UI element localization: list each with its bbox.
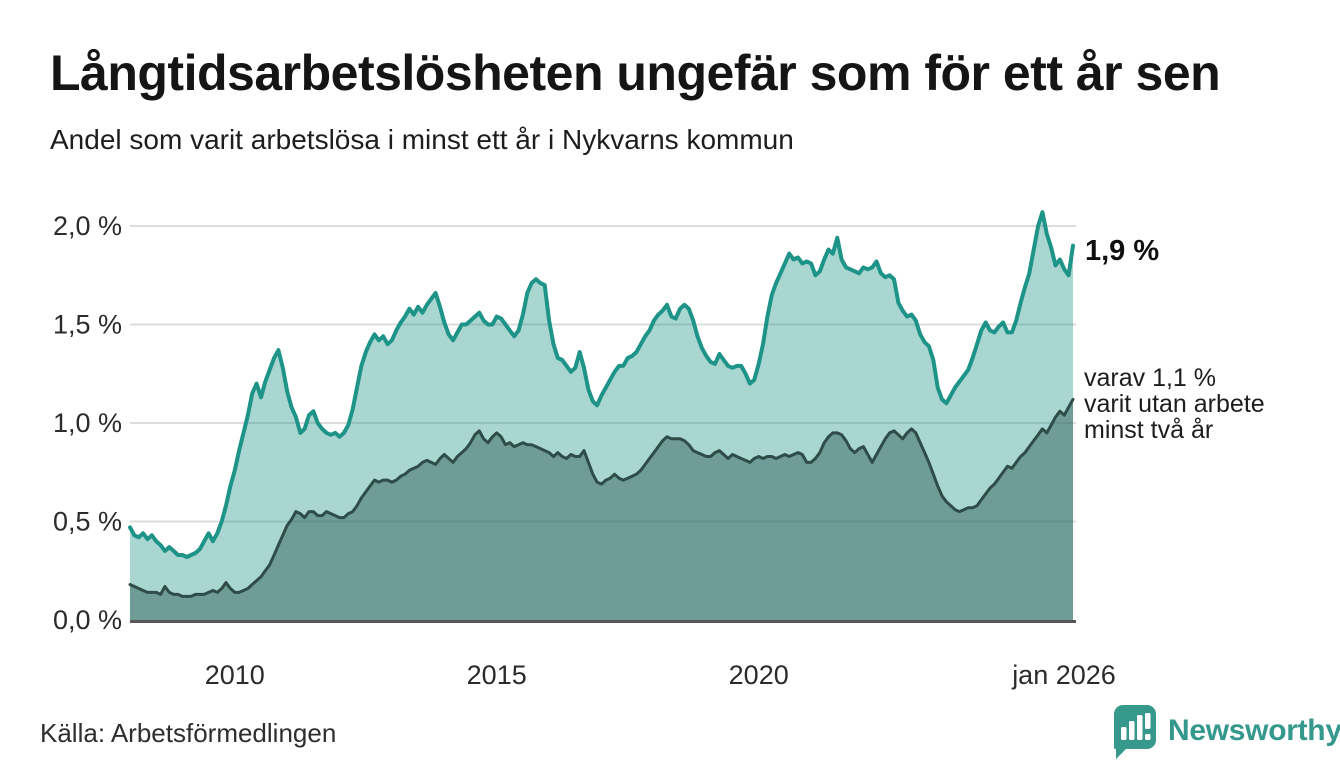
line-series-1 (128, 210, 1075, 559)
line-series-2 (128, 397, 1075, 598)
x-tick-label: 2015 (467, 660, 527, 690)
bar-1 (1121, 727, 1127, 740)
latest-value-annotation: 1,9 % (1085, 235, 1160, 267)
y-tick-label: 1,0 % (53, 408, 122, 438)
area-chart: 0,0 % 0,5 % 1,0 % 1,5 % 2,0 % 2010 2015 2020 jan… (53, 210, 1116, 690)
bar-2 (1129, 721, 1135, 740)
x-tick-label: 2010 (205, 660, 265, 690)
exclamation-bar (1145, 713, 1151, 729)
y-tick-label: 1,5 % (53, 310, 122, 340)
chart-title: Långtidsarbetslösheten ungefär som för e… (50, 45, 1221, 101)
chart-subtitle: Andel som varit arbetslösa i minst ett å… (50, 124, 794, 155)
y-tick-label: 2,0 % (53, 211, 122, 241)
brand-wordmark: Newsworthy (1168, 714, 1340, 747)
x-tick-label: 2020 (729, 660, 789, 690)
y-tick-label: 0,0 % (53, 605, 122, 635)
newsworthy-logo-icon (1114, 705, 1156, 759)
bar-3 (1137, 715, 1143, 740)
area-series-2 (130, 399, 1073, 620)
subset-value-annotation: varav 1,1 % varit utan arbete minst två … (1084, 364, 1265, 444)
exclamation-dot (1145, 734, 1151, 740)
x-tick-label: jan 2026 (1011, 660, 1116, 690)
source-caption: Källa: Arbetsförmedlingen (40, 718, 337, 748)
speech-bubble-shape (1114, 705, 1156, 759)
y-tick-label: 0,5 % (53, 507, 122, 537)
brand-lockup: Newsworthy (1112, 704, 1340, 762)
